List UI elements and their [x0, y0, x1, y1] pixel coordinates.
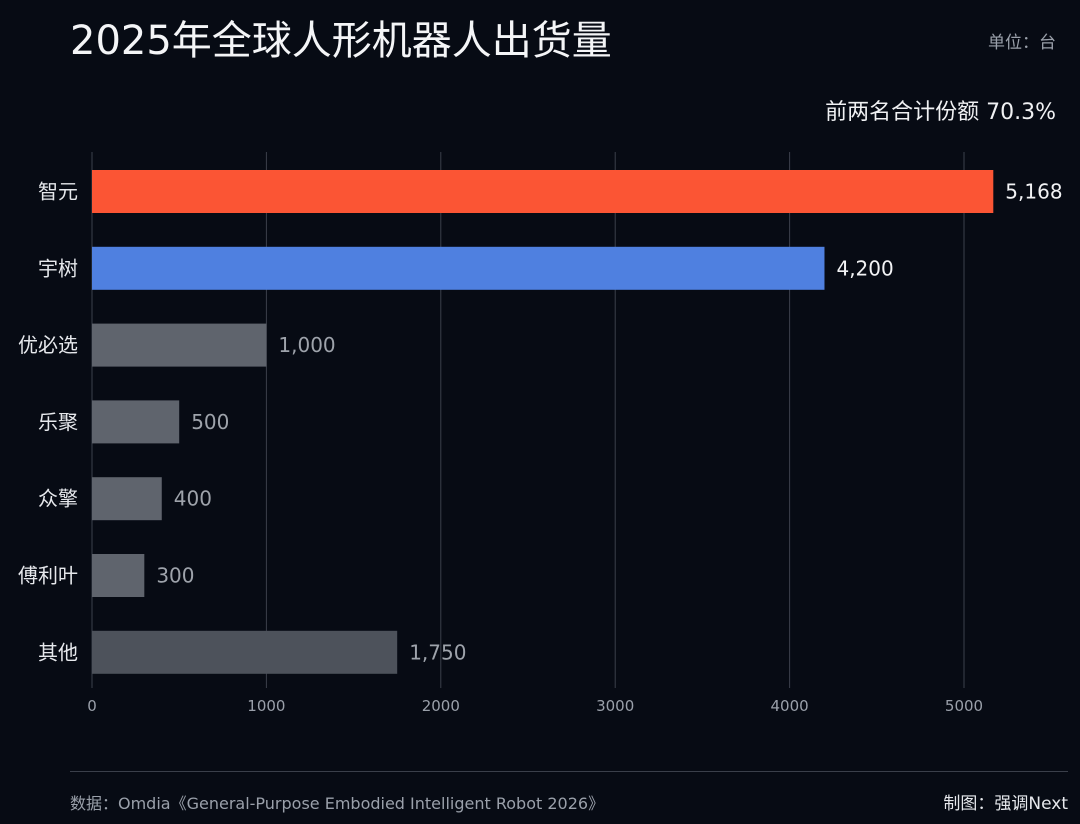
bar-chart: 0 1000 2000 3000 4000 5000 智元 5,168 宇树 4,200 优必选 1,… — [18, 152, 1063, 715]
category-label: 其他 — [38, 640, 78, 664]
value-label: 500 — [191, 410, 229, 434]
bar — [92, 630, 398, 674]
bar — [92, 554, 145, 597]
bar — [92, 170, 994, 213]
value-label: 4,200 — [836, 256, 893, 280]
category-label: 乐聚 — [38, 410, 78, 434]
bar — [92, 246, 825, 290]
unit-label: 单位：台 — [988, 33, 1056, 53]
share-note: 前两名合计份额 70.3% — [825, 100, 1056, 125]
value-label: 300 — [156, 564, 194, 588]
x-tick-label: 3000 — [596, 697, 634, 715]
value-label: 1,000 — [278, 333, 335, 357]
x-tick-label: 0 — [87, 697, 97, 715]
source-note: 数据：Omdia《General-Purpose Embodied Intell… — [70, 794, 605, 813]
bar — [92, 323, 267, 367]
bar — [92, 400, 180, 444]
x-tick-label: 5000 — [945, 697, 983, 715]
category-label: 宇树 — [38, 256, 78, 280]
category-label: 智元 — [38, 180, 78, 204]
bar — [92, 477, 162, 521]
value-label: 1,750 — [409, 640, 466, 664]
chart-title: 2025年全球人形机器人出货量 — [70, 18, 612, 64]
credit-note: 制图：强调Next — [943, 794, 1068, 814]
x-tick-label: 4000 — [771, 697, 809, 715]
x-tick-label: 1000 — [247, 697, 285, 715]
category-label: 优必选 — [18, 333, 78, 357]
category-label: 傅利叶 — [18, 564, 78, 588]
category-label: 众擎 — [38, 487, 78, 511]
x-tick-label: 2000 — [422, 697, 460, 715]
value-label: 400 — [174, 487, 212, 511]
value-label: 5,168 — [1005, 180, 1062, 204]
footer-divider — [70, 771, 1068, 772]
